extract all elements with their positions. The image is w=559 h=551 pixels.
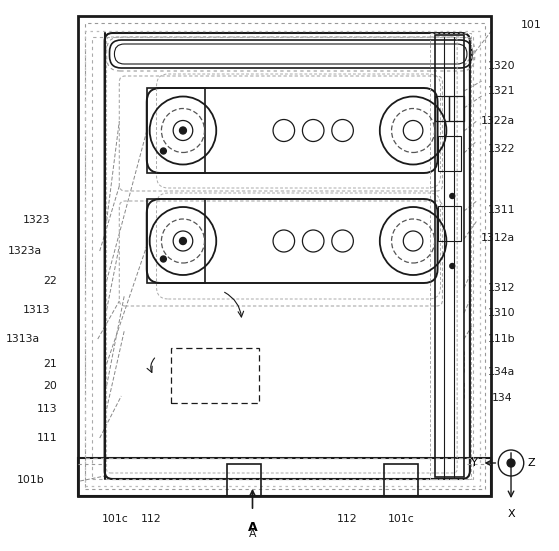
Text: 1312a: 1312a bbox=[481, 233, 515, 243]
Circle shape bbox=[179, 127, 186, 134]
Text: 111b: 111b bbox=[488, 334, 515, 344]
Bar bbox=[85, 31, 480, 486]
Text: 1310: 1310 bbox=[488, 308, 515, 318]
Text: 112: 112 bbox=[141, 514, 162, 524]
Text: 22: 22 bbox=[43, 276, 57, 286]
Bar bbox=[435, 35, 464, 477]
Text: A: A bbox=[249, 530, 256, 539]
Bar bbox=[171, 348, 259, 403]
Text: Z: Z bbox=[528, 458, 536, 468]
Text: 111: 111 bbox=[36, 433, 57, 443]
Circle shape bbox=[507, 459, 515, 467]
Bar bbox=[435, 96, 449, 121]
Bar bbox=[438, 136, 461, 171]
Circle shape bbox=[160, 148, 167, 154]
Bar bbox=[449, 96, 464, 121]
Bar bbox=[85, 23, 485, 489]
Text: 101c: 101c bbox=[388, 514, 415, 524]
Bar bbox=[430, 33, 471, 479]
Text: 20: 20 bbox=[43, 381, 57, 391]
Bar bbox=[383, 464, 418, 496]
Text: 1313: 1313 bbox=[22, 305, 50, 315]
Text: 112: 112 bbox=[337, 514, 357, 524]
Text: 1320: 1320 bbox=[488, 61, 515, 71]
Text: 1321: 1321 bbox=[488, 86, 515, 96]
Bar bbox=[438, 206, 461, 241]
Text: 113: 113 bbox=[36, 404, 57, 414]
Text: 134: 134 bbox=[492, 393, 513, 403]
Text: X: X bbox=[507, 509, 515, 519]
Text: 1323a: 1323a bbox=[8, 246, 42, 256]
Text: 134a: 134a bbox=[488, 367, 515, 377]
Text: 21: 21 bbox=[43, 359, 57, 369]
Circle shape bbox=[450, 193, 454, 198]
Text: Y: Y bbox=[471, 458, 478, 468]
Text: 1311: 1311 bbox=[488, 206, 515, 215]
Bar bbox=[78, 16, 491, 496]
Bar bbox=[146, 88, 206, 173]
Text: 1322: 1322 bbox=[488, 144, 515, 154]
Text: 101b: 101b bbox=[17, 476, 45, 485]
Bar bbox=[78, 458, 491, 496]
Bar bbox=[92, 37, 473, 479]
Bar bbox=[227, 464, 261, 496]
Text: A: A bbox=[248, 521, 257, 534]
Text: 101: 101 bbox=[520, 20, 542, 30]
Bar bbox=[146, 199, 206, 283]
Text: 1323: 1323 bbox=[22, 215, 50, 225]
Text: 1312: 1312 bbox=[488, 283, 515, 293]
Text: 1322a: 1322a bbox=[481, 116, 515, 126]
Circle shape bbox=[450, 263, 454, 268]
Circle shape bbox=[160, 256, 167, 262]
Text: 1313a: 1313a bbox=[6, 334, 40, 344]
Text: 101c: 101c bbox=[102, 514, 129, 524]
Circle shape bbox=[179, 237, 186, 245]
